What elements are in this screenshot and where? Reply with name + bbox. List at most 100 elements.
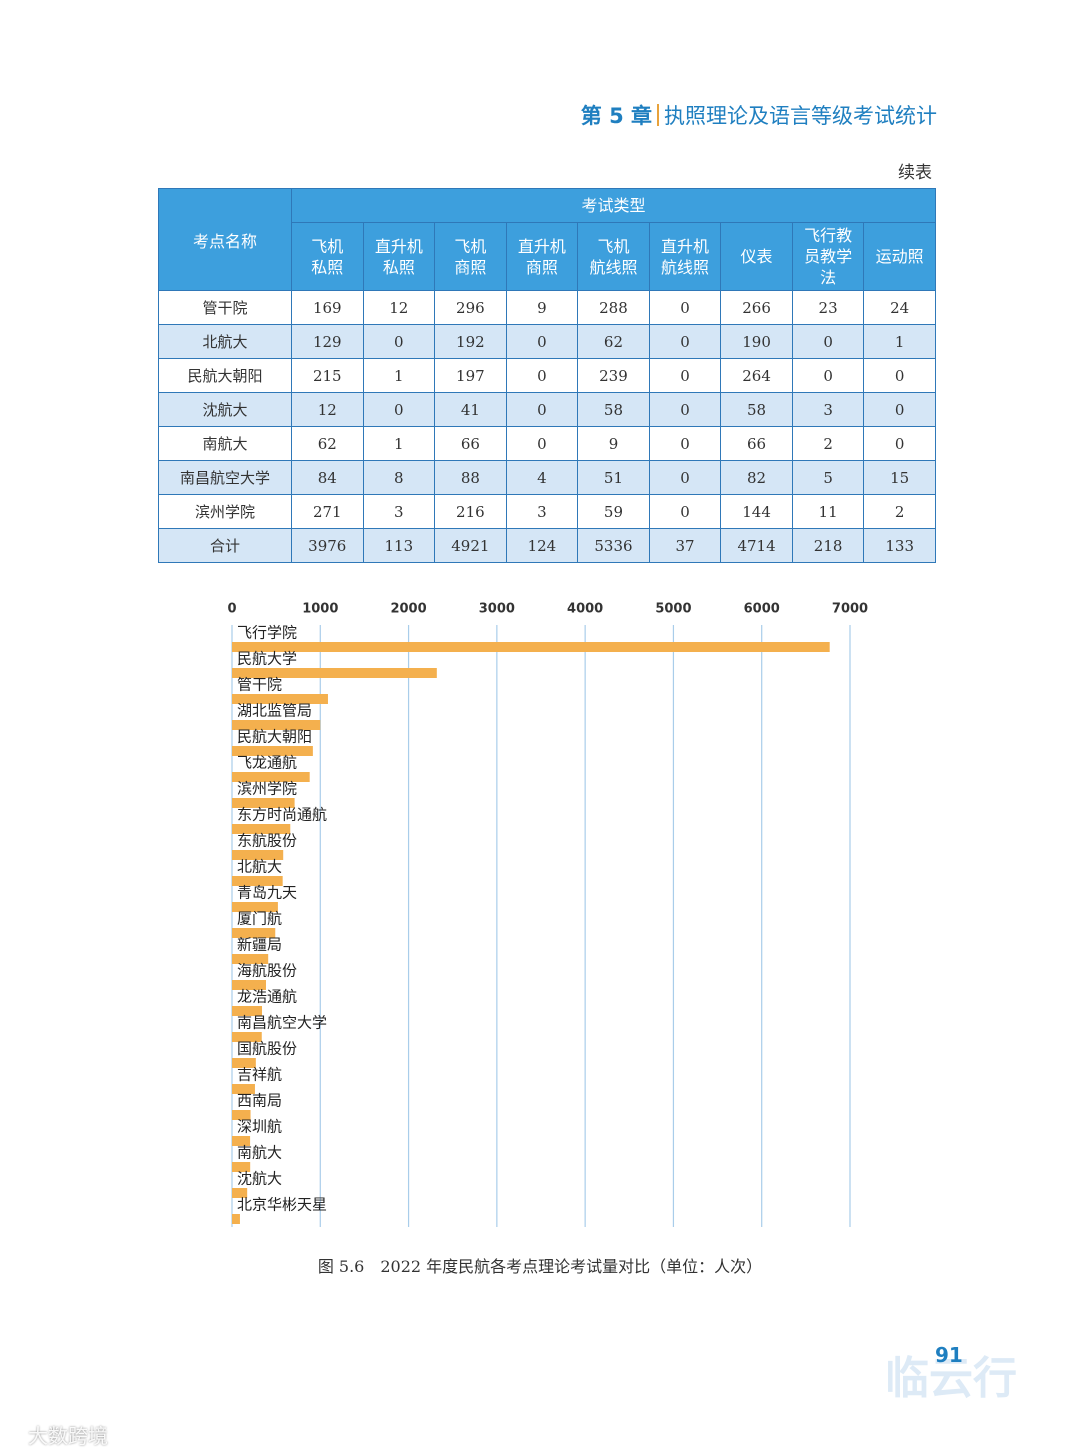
table-cell: 0 [505, 358, 579, 393]
header-line: 直升机 [374, 236, 423, 256]
y-tick-label: 青岛九天 [237, 884, 297, 902]
header-row: 考点名称 考试类型 [158, 188, 936, 291]
table-cell: 0 [863, 358, 936, 393]
bar [232, 1136, 251, 1146]
table-cell: 23 [791, 290, 865, 325]
table-cell: 197 [434, 358, 507, 393]
y-tick-label: 厦门航 [237, 910, 282, 928]
table-cell: 239 [577, 358, 650, 393]
table-cell: 管干院 [158, 290, 292, 325]
table-cell: 0 [648, 494, 722, 529]
header-cell: 运动照 [863, 222, 936, 291]
table-cell: 12 [362, 290, 436, 325]
table-cell: 0 [648, 392, 722, 427]
header-cell: 直升机 私照 [362, 222, 436, 291]
table-row: 南航大 62 1 66 0 9 0 66 2 0 [158, 426, 936, 461]
bar [232, 1188, 248, 1198]
header-cell: 考点名称 [158, 188, 292, 291]
table-cell: 82 [720, 460, 793, 495]
table-cell: 2 [863, 494, 936, 529]
table-cell: 2 [791, 426, 865, 461]
table-cell: 北航大 [158, 324, 292, 359]
table-row: 管干院 169 12 296 9 288 0 266 23 24 [158, 290, 936, 325]
table-cell: 62 [291, 426, 364, 461]
table-cell: 24 [863, 290, 936, 325]
table-cell: 9 [577, 426, 650, 461]
header-line: 飞机 [597, 236, 630, 256]
bar [232, 668, 437, 678]
bar [232, 642, 830, 652]
table-cell: 0 [863, 392, 936, 427]
table-cell: 0 [648, 324, 722, 359]
y-tick-label: 南航大 [237, 1144, 282, 1162]
table-cell: 169 [291, 290, 364, 325]
bar [232, 902, 278, 912]
table-cell: 88 [434, 460, 507, 495]
y-tick-label: 飞龙通航 [237, 754, 297, 772]
table-cell: 1 [362, 358, 436, 393]
table-cell: 59 [577, 494, 650, 529]
bar [232, 772, 310, 782]
header-line: 飞机 [311, 236, 344, 256]
table-cell: 0 [505, 324, 579, 359]
table-cell: 滨州学院 [158, 494, 292, 529]
table-cell: 合计 [158, 528, 292, 563]
bar [232, 876, 283, 886]
table-cell: 0 [791, 358, 865, 393]
table-cell: 4921 [434, 528, 507, 563]
table-cell: 5336 [577, 528, 650, 563]
table-cell: 66 [720, 426, 793, 461]
header-line: 法 [820, 268, 837, 287]
watermark: 临云行 [885, 1353, 1017, 1404]
header-line: 仪表 [740, 247, 773, 266]
table-row: 北航大 129 0 192 0 62 0 190 0 1 [158, 324, 936, 359]
table-cell: 215 [291, 358, 364, 393]
continued-label: 续表 [898, 163, 932, 183]
table-row: 滨州学院 271 3 216 3 59 0 144 11 2 [158, 494, 936, 529]
page-number: 91 [935, 1343, 963, 1367]
bar [232, 1058, 256, 1068]
table-cell: 南昌航空大学 [158, 460, 292, 495]
table-cell: 264 [720, 358, 793, 393]
header-line: 飞机 [454, 236, 487, 256]
y-tick-label: 海航股份 [237, 962, 297, 980]
table-cell: 216 [434, 494, 507, 529]
table-cell: 0 [863, 426, 936, 461]
table-cell: 9 [505, 290, 579, 325]
table-cell: 0 [648, 358, 722, 393]
x-tick-label: 5000 [655, 602, 691, 617]
x-tick-label: 4000 [567, 602, 603, 617]
x-tick-label: 2000 [390, 602, 426, 617]
x-tick-label: 0 [227, 602, 236, 617]
figure-caption: 图 5.6 2022 年度民航各考点理论考试量对比（单位：人次） [317, 1257, 763, 1276]
table-cell: 41 [434, 392, 507, 427]
table-cell: 0 [648, 290, 722, 325]
header-line: 商照 [525, 257, 558, 277]
table-cell: 5 [791, 460, 865, 495]
table-row: 南昌航空大学 84 8 88 4 51 0 82 5 15 [158, 460, 936, 495]
x-tick-label: 3000 [479, 602, 515, 617]
header-cell: 仪表 [720, 222, 793, 291]
y-tick-label: 民航大学 [237, 650, 297, 668]
table-cell: 288 [577, 290, 650, 325]
table-cell: 0 [505, 392, 579, 427]
table-cell: 0 [362, 324, 436, 359]
bar [232, 1032, 262, 1042]
header-line: 商照 [454, 257, 487, 277]
chapter-number: 第 5 章 [580, 104, 652, 128]
bar [232, 850, 284, 860]
table-cell: 4 [505, 460, 579, 495]
bar [232, 694, 328, 704]
table-cell: 124 [505, 528, 579, 563]
table-cell: 51 [577, 460, 650, 495]
y-tick-label: 湖北监管局 [237, 702, 312, 720]
table-cell: 271 [291, 494, 364, 529]
bar [232, 1110, 251, 1120]
header-line: 运动照 [875, 247, 924, 266]
bar [232, 1214, 240, 1224]
x-tick-label: 6000 [744, 602, 780, 617]
y-tick-label: 北京华彬天星 [237, 1196, 327, 1214]
header-cell: 飞行教 员教学法 [791, 222, 865, 291]
y-tick-label: 深圳航 [237, 1118, 282, 1136]
